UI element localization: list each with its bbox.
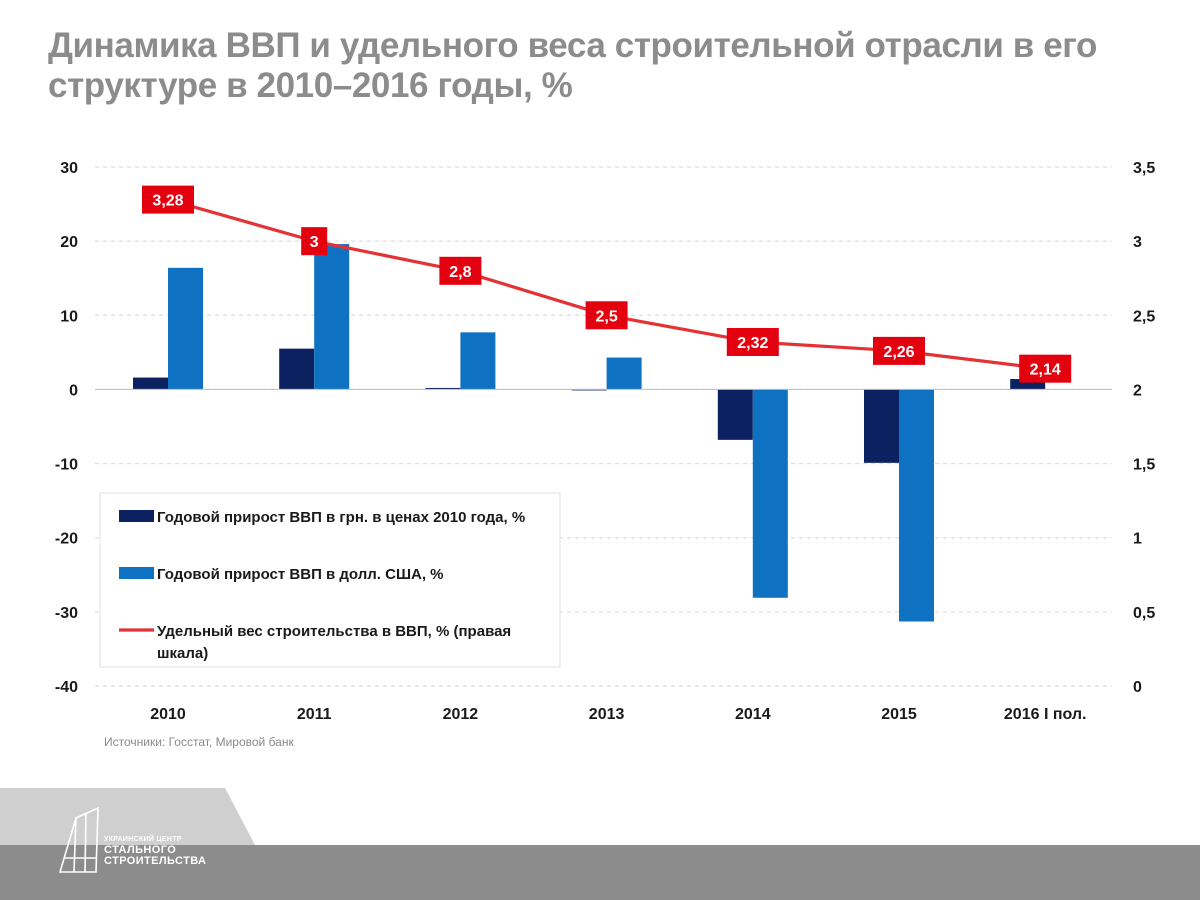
- bar-usd-growth: [168, 267, 203, 390]
- left-tick-label: -20: [55, 531, 78, 548]
- share-label-box: [873, 336, 925, 365]
- right-axis-ticks: 3,5 3 2,5 2 1,5 1 0,5 0: [1133, 160, 1155, 696]
- left-tick-label: -40: [55, 679, 78, 696]
- company-name: УКРАИНСКИЙ ЦЕНТР СТАЛЬНОГО СТРОИТЕЛЬСТВА: [104, 836, 206, 867]
- left-tick-label: -10: [55, 457, 78, 474]
- bar-usd-growth: [460, 332, 496, 390]
- chart-title: Динамика ВВП и удельного веса строительн…: [48, 26, 1097, 105]
- legend-swatch: [119, 567, 154, 579]
- bar-uah-growth: [133, 377, 168, 390]
- share-label-box: [142, 185, 194, 214]
- bar-usd-growth: [899, 389, 934, 622]
- legend-swatch: [119, 510, 154, 522]
- right-tick-label: 2: [1133, 382, 1142, 399]
- share-data-label: 2,26: [883, 344, 914, 361]
- category-label: 2016 I пол.: [1004, 706, 1087, 723]
- category-label: 2011: [297, 706, 332, 723]
- category-label: 2014: [735, 706, 771, 723]
- share-label-box: [1019, 354, 1072, 383]
- right-tick-label: 1: [1133, 531, 1142, 548]
- share-label-box: [301, 227, 328, 256]
- share-label-box: [726, 327, 779, 356]
- legend: Годовой прирост ВВП в грн. в ценах 2010 …: [99, 492, 561, 668]
- share-data-label: 2,8: [449, 264, 471, 281]
- left-tick-label: 0: [69, 382, 78, 399]
- right-tick-label: 0: [1133, 679, 1142, 696]
- bar-uah-growth: [717, 389, 753, 440]
- right-tick-label: 0,5: [1133, 605, 1155, 622]
- left-tick-label: -30: [55, 605, 78, 622]
- bar-usd-growth: [606, 357, 642, 390]
- logo-line3: СТРОИТЕЛЬСТВА: [104, 855, 207, 867]
- left-tick-label: 10: [60, 308, 78, 325]
- share-data-label: 2,32: [737, 335, 768, 352]
- bar-uah-growth: [1010, 379, 1046, 390]
- source-note: Источники: Госстат, Мировой банк: [104, 735, 294, 749]
- category-label: 2015: [881, 706, 917, 723]
- bar-uah-growth: [279, 348, 315, 390]
- legend-label: Годовой прирост ВВП в грн. в ценах 2010 …: [157, 509, 525, 526]
- right-tick-label: 1,5: [1133, 457, 1155, 474]
- share-label-box: [439, 256, 482, 285]
- share-data-label: 2,14: [1030, 362, 1061, 379]
- right-tick-label: 3,5: [1133, 160, 1155, 177]
- construction-share-line: 3,28 3 2,8 2,5 2,32 2,26 2,14: [142, 185, 1072, 383]
- bar-uah-growth: [864, 389, 899, 463]
- bar-usd-growth: [314, 244, 350, 390]
- logo-line1: УКРАИНСКИЙ ЦЕНТР: [104, 836, 182, 843]
- left-axis-ticks: 30 20 10 0 -10 -20 -30 -40: [55, 160, 78, 696]
- category-label: 2010: [150, 706, 186, 723]
- category-label: 2012: [443, 706, 479, 723]
- logo-line2: СТАЛЬНОГО: [104, 844, 177, 856]
- share-data-label: 2,5: [595, 308, 617, 325]
- legend-box: [99, 492, 561, 668]
- legend-label: Удельный вес строительства в ВВП, % (пра…: [157, 623, 511, 662]
- legend-label: Годовой прирост ВВП в долл. США, %: [157, 566, 444, 583]
- category-label: 2013: [589, 706, 625, 723]
- right-tick-label: 2,5: [1133, 308, 1155, 325]
- left-tick-label: 20: [60, 234, 78, 251]
- company-logo-icon: [58, 806, 99, 873]
- share-data-label: 3,28: [152, 193, 183, 210]
- right-tick-label: 3: [1133, 234, 1142, 251]
- bar-uah-growth: [425, 387, 461, 390]
- bars: [95, 244, 1112, 622]
- share-label-box: [585, 301, 628, 330]
- left-tick-label: 30: [60, 160, 78, 177]
- category-labels: 2010 2011 2012 2013 2014 2015 2016 I пол.: [150, 706, 1086, 723]
- bar-usd-growth: [752, 389, 788, 598]
- share-data-label: 3: [310, 234, 319, 251]
